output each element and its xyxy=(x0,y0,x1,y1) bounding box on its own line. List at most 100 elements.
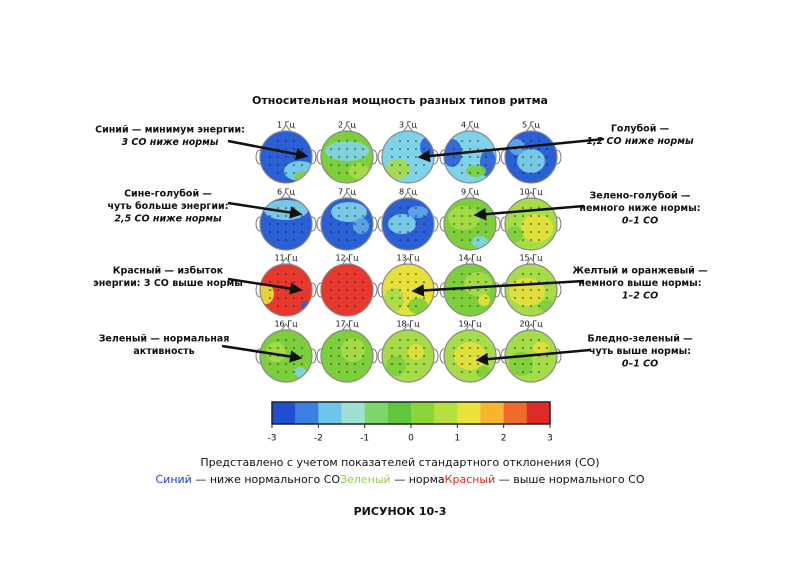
electrode xyxy=(362,148,364,150)
electrode xyxy=(461,156,463,158)
head-outline xyxy=(320,263,374,317)
electrode xyxy=(293,371,295,373)
electrode xyxy=(453,215,455,217)
head: 4 Гц xyxy=(439,121,501,184)
legend-text: — норма xyxy=(391,473,445,486)
electrode xyxy=(538,339,540,341)
electrode xyxy=(514,223,516,225)
head-outline xyxy=(443,130,497,184)
nose xyxy=(464,257,476,266)
electrode xyxy=(346,355,348,357)
electrode xyxy=(415,231,417,233)
electrode xyxy=(407,156,409,158)
electrode xyxy=(269,156,271,158)
annotation-line: Голубой — xyxy=(611,124,669,135)
electrode xyxy=(415,347,417,349)
electrode xyxy=(293,140,295,142)
electrode xyxy=(338,140,340,142)
electrode xyxy=(362,289,364,291)
electrode xyxy=(469,172,471,174)
electrode xyxy=(399,347,401,349)
electrode xyxy=(346,223,348,225)
electrode xyxy=(277,273,279,275)
electrode xyxy=(277,239,279,241)
nose xyxy=(402,191,414,200)
nose xyxy=(341,124,353,133)
electrode xyxy=(346,207,348,209)
electrode xyxy=(277,305,279,307)
topo-area xyxy=(384,288,404,312)
electrode xyxy=(546,223,548,225)
electrode xyxy=(293,339,295,341)
scale-cell xyxy=(434,402,458,424)
electrode xyxy=(522,273,524,275)
electrode xyxy=(338,281,340,283)
electrode xyxy=(453,297,455,299)
electrode xyxy=(269,164,271,166)
topo-area xyxy=(521,214,553,242)
head: 5 Гц xyxy=(500,121,562,184)
electrode xyxy=(461,355,463,357)
electrode xyxy=(269,281,271,283)
head: 14 Гц xyxy=(439,254,501,317)
nose xyxy=(402,124,414,133)
nose xyxy=(525,323,537,332)
scale-tick-label: 0 xyxy=(408,434,414,444)
electrode xyxy=(407,297,409,299)
electrode xyxy=(391,231,393,233)
electrode xyxy=(415,156,417,158)
electrode xyxy=(391,297,393,299)
electrode xyxy=(423,231,425,233)
electrode xyxy=(453,231,455,233)
electrode xyxy=(538,223,540,225)
electrode xyxy=(546,148,548,150)
electrode xyxy=(538,207,540,209)
electrode xyxy=(453,156,455,158)
electrode xyxy=(346,156,348,158)
electrode xyxy=(485,363,487,365)
scale-cell xyxy=(364,402,389,424)
electrode xyxy=(362,223,364,225)
electrode xyxy=(391,156,393,158)
electrode xyxy=(269,215,271,217)
electrode xyxy=(362,156,364,158)
arrow xyxy=(227,277,303,295)
electrode xyxy=(346,281,348,283)
nose xyxy=(464,124,476,133)
annotation-line: чуть выше нормы: xyxy=(589,346,691,357)
electrode xyxy=(530,363,532,365)
electrode xyxy=(399,239,401,241)
nose xyxy=(341,191,353,200)
electrode xyxy=(338,231,340,233)
electrode xyxy=(330,289,332,291)
electrode xyxy=(485,164,487,166)
electrode xyxy=(399,363,401,365)
electrode xyxy=(423,347,425,349)
electrode xyxy=(522,347,524,349)
electrode xyxy=(477,305,479,307)
annotation-line: 0–1 СО xyxy=(622,216,658,227)
electrode xyxy=(301,223,303,225)
electrode xyxy=(391,215,393,217)
electrode xyxy=(285,164,287,166)
electrode xyxy=(269,347,271,349)
electrode xyxy=(391,289,393,291)
electrode xyxy=(530,140,532,142)
electrode xyxy=(415,281,417,283)
electrode xyxy=(277,207,279,209)
electrode xyxy=(354,363,356,365)
electrode xyxy=(285,339,287,341)
electrode xyxy=(514,297,516,299)
electrode xyxy=(546,156,548,158)
legend-key: Красный xyxy=(445,473,496,486)
electrode xyxy=(514,363,516,365)
electrode xyxy=(277,156,279,158)
electrode xyxy=(514,281,516,283)
electrode xyxy=(423,148,425,150)
head-outline xyxy=(381,329,435,383)
electrode xyxy=(469,297,471,299)
electrode xyxy=(330,231,332,233)
electrode xyxy=(330,156,332,158)
electrode xyxy=(338,156,340,158)
scale-tick-label: 2 xyxy=(501,434,507,444)
